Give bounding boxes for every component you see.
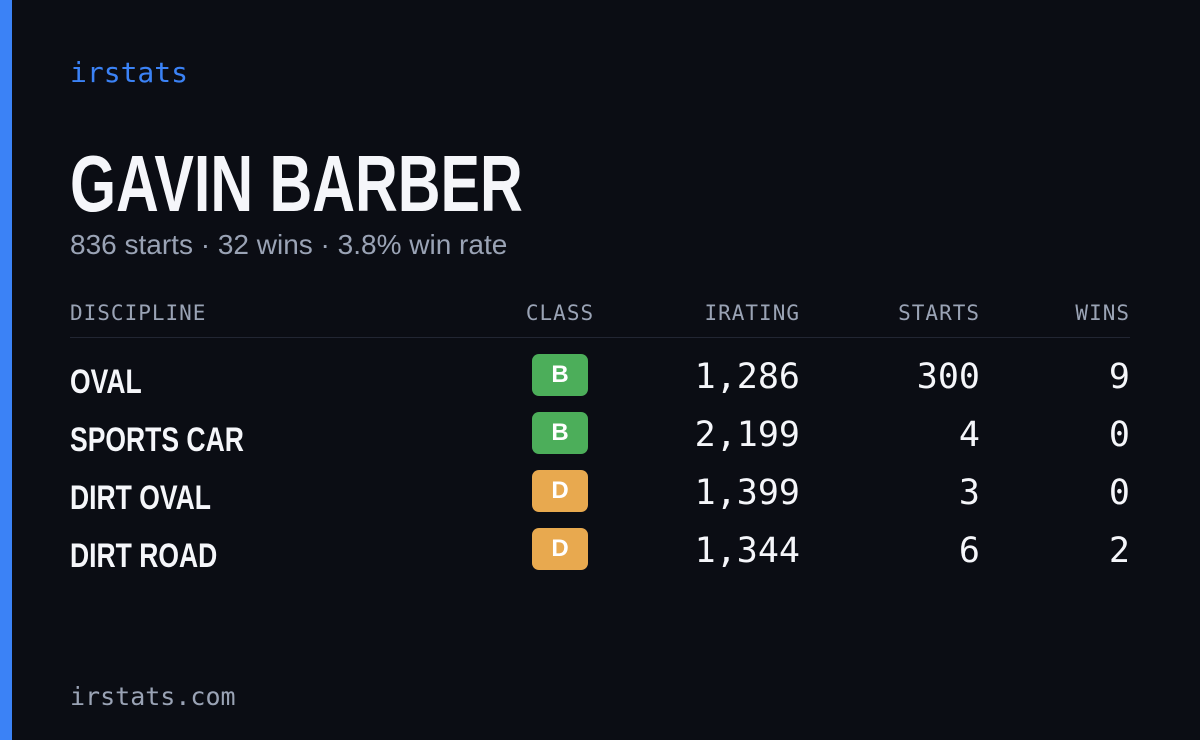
class-badge: B [532, 412, 588, 454]
stat-value: 0 [1108, 415, 1130, 455]
stat-value: 1,344 [694, 531, 800, 571]
brand: irstats [70, 56, 189, 89]
accent-bar [0, 0, 12, 740]
summary: 836 starts · 32 wins · 3.8% win rate [70, 229, 508, 260]
discipline: SPORTS CAR [70, 421, 244, 459]
stat-value: 2 [1108, 531, 1130, 571]
class-badge: B [532, 354, 588, 396]
column-header: WINS [1075, 301, 1130, 325]
stat-value: 4 [958, 415, 980, 455]
stat-value: 3 [958, 473, 980, 513]
stat-value: 0 [1108, 473, 1130, 513]
footer: irstats.com [70, 682, 236, 711]
stat-value: 1,399 [694, 473, 800, 513]
stat-value: 1,286 [694, 357, 800, 397]
stat-value: 6 [958, 531, 980, 571]
header-rule [70, 337, 1130, 338]
class-badge: D [532, 528, 588, 570]
column-header: IRATING [704, 301, 800, 325]
column-header: CLASS [525, 301, 595, 325]
discipline: OVAL [70, 363, 142, 401]
driver-name: GAVIN BARBER [70, 139, 523, 228]
stat-value: 9 [1108, 357, 1130, 397]
class-badge: D [532, 470, 588, 512]
stat-value: 300 [916, 357, 980, 397]
discipline: DIRT ROAD [70, 537, 218, 575]
column-header: STARTS [898, 301, 980, 325]
discipline: DIRT OVAL [70, 479, 211, 517]
column-header: DISCIPLINE [70, 301, 207, 325]
stat-value: 2,199 [694, 415, 800, 455]
